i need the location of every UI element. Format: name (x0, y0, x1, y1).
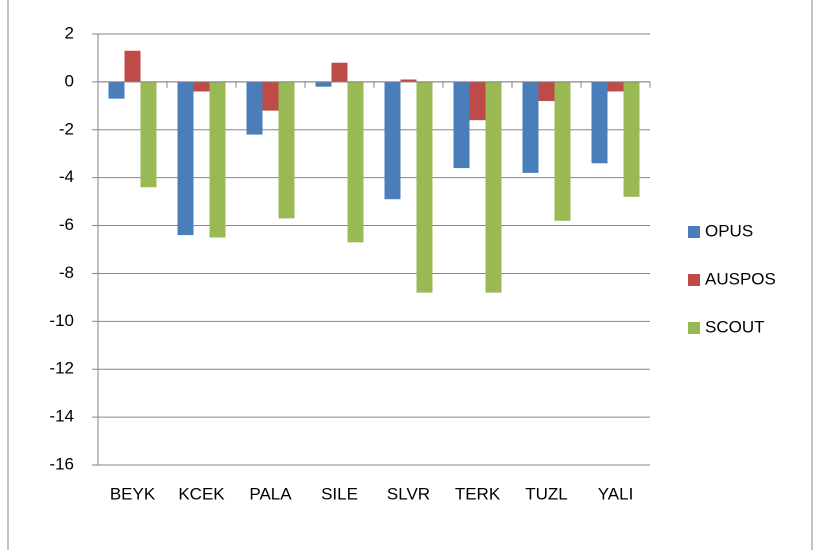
x-tick-label: TERK (455, 484, 501, 503)
y-tick-label: -10 (49, 311, 74, 330)
x-tick-label: SILE (321, 484, 358, 503)
legend-swatch (688, 274, 700, 286)
x-tick-label: KCEK (178, 484, 225, 503)
bar (193, 81, 210, 92)
bar (607, 81, 624, 92)
y-tick-label: -4 (59, 167, 74, 186)
bar (315, 81, 332, 87)
bar (485, 81, 502, 293)
x-tick-label: YALI (598, 484, 634, 503)
legend-label: OPUS (705, 221, 753, 240)
bar (384, 81, 401, 200)
legend-label: SCOUT (705, 317, 765, 336)
bar (108, 81, 125, 99)
y-tick-label: -16 (49, 454, 74, 473)
legend-swatch (688, 226, 700, 238)
bar (400, 79, 417, 82)
legend-label: AUSPOS (705, 269, 776, 288)
bar (177, 81, 194, 236)
y-tick-label: 2 (65, 23, 74, 42)
y-tick-label: -14 (49, 407, 74, 426)
x-tick-label: PALA (249, 484, 292, 503)
y-tick-label: -2 (59, 119, 74, 138)
bar (347, 81, 364, 243)
bar (124, 50, 141, 82)
bar (522, 81, 539, 173)
bar (416, 81, 433, 293)
bar (591, 81, 608, 164)
bar (623, 81, 640, 197)
bar (140, 81, 157, 188)
x-tick-label: SLVR (387, 484, 430, 503)
y-tick-label: -8 (59, 263, 74, 282)
bar (278, 81, 295, 219)
bar (209, 81, 226, 238)
legend-swatch (688, 322, 700, 334)
bar (554, 81, 571, 221)
y-tick-label: 0 (65, 71, 74, 90)
bar (453, 81, 470, 169)
bar (246, 81, 263, 135)
x-tick-label: TUZL (525, 484, 568, 503)
chart-frame (7, 0, 813, 550)
bar (331, 62, 348, 82)
bar (538, 81, 555, 102)
bar (469, 81, 486, 121)
y-tick-label: -6 (59, 215, 74, 234)
y-tick-label: -12 (49, 359, 74, 378)
bar (262, 81, 279, 111)
x-tick-label: BEYK (110, 484, 156, 503)
